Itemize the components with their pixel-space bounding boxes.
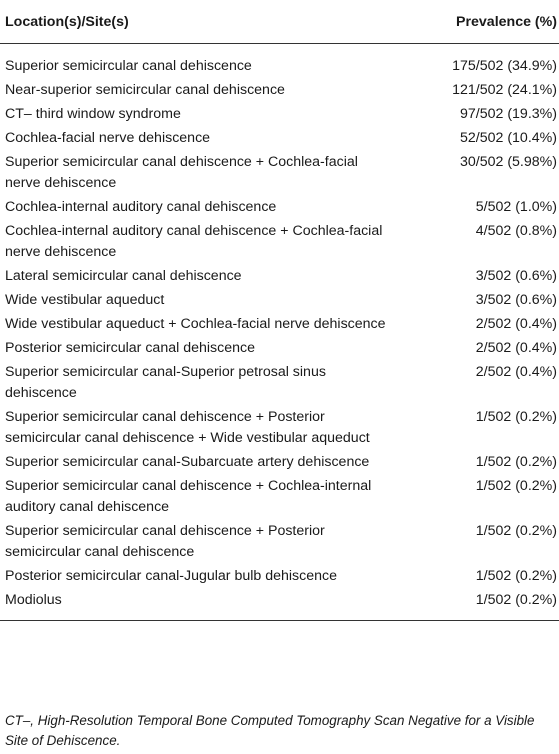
site-cell: Cochlea-internal auditory canal dehiscen… <box>5 223 383 260</box>
table-row: CT– third window syndrome 97/502 (19.3%) <box>0 104 559 128</box>
site-cell: Superior semicircular canal dehiscence +… <box>5 523 325 560</box>
site-cell: Superior semicircular canal dehiscence <box>5 58 252 74</box>
prevalence-cell: 1/502 (0.2%) <box>475 568 557 584</box>
prevalence-cell: 2/502 (0.4%) <box>475 316 557 332</box>
table-row: Cochlea-facial nerve dehiscence 52/502 (… <box>0 128 559 152</box>
site-cell: Cochlea-facial nerve dehiscence <box>5 130 211 146</box>
site-cell: Wide vestibular aqueduct <box>5 292 165 308</box>
header-site: Location(s)/Site(s) <box>0 8 400 44</box>
site-cell: Superior semicircular canal dehiscence +… <box>5 154 358 191</box>
table-row: Modiolus 1/502 (0.2%) <box>0 590 559 621</box>
site-cell: Posterior semicircular canal-Jugular bul… <box>5 568 337 584</box>
site-cell: Lateral semicircular canal dehiscence <box>5 268 242 284</box>
table-row: Wide vestibular aqueduct + Cochlea-facia… <box>0 314 559 338</box>
prevalence-cell: 4/502 (0.8%) <box>475 223 557 239</box>
table-row: Superior semicircular canal dehiscence +… <box>0 476 559 521</box>
table-row: Superior semicircular canal-Superior pet… <box>0 362 559 407</box>
table-row: Superior semicircular canal dehiscence +… <box>0 152 559 197</box>
table-row: Superior semicircular canal dehiscence 1… <box>0 44 559 81</box>
site-cell: Cochlea-internal auditory canal dehiscen… <box>5 199 277 215</box>
prevalence-cell: 3/502 (0.6%) <box>475 292 557 308</box>
prevalence-cell: 1/502 (0.2%) <box>400 590 559 621</box>
prevalence-cell: 52/502 (10.4%) <box>459 130 557 146</box>
table-row: Cochlea-internal auditory canal dehiscen… <box>0 221 559 266</box>
site-cell: Superior semicircular canal dehiscence +… <box>5 409 370 446</box>
prevalence-table: Location(s)/Site(s) Prevalence (%) Super… <box>0 8 559 621</box>
site-cell: Modiolus <box>0 590 400 621</box>
site-cell: Wide vestibular aqueduct + Cochlea-facia… <box>5 316 386 332</box>
table-row: Lateral semicircular canal dehiscence 3/… <box>0 266 559 290</box>
table-row: Posterior semicircular canal-Jugular bul… <box>0 566 559 590</box>
site-cell: Posterior semicircular canal dehiscence <box>5 340 255 356</box>
prevalence-cell: 175/502 (34.9%) <box>452 58 557 74</box>
header-row: Location(s)/Site(s) Prevalence (%) <box>0 8 559 44</box>
prevalence-cell: 97/502 (19.3%) <box>459 106 557 122</box>
prevalence-cell: 121/502 (24.1%) <box>452 82 557 98</box>
header-prevalence: Prevalence (%) <box>400 8 559 44</box>
site-cell: CT– third window syndrome <box>5 106 181 122</box>
site-cell: Superior semicircular canal-Subarcuate a… <box>5 454 370 470</box>
prevalence-cell: 1/502 (0.2%) <box>475 478 557 494</box>
prevalence-cell: 1/502 (0.2%) <box>475 409 557 425</box>
table-row: Near-superior semicircular canal dehisce… <box>0 80 559 104</box>
table-row: Posterior semicircular canal dehiscence … <box>0 338 559 362</box>
table-row: Cochlea-internal auditory canal dehiscen… <box>0 197 559 221</box>
table-footnote: CT–, High-Resolution Temporal Bone Compu… <box>5 713 535 748</box>
prevalence-cell: 5/502 (1.0%) <box>475 199 557 215</box>
prevalence-cell: 30/502 (5.98%) <box>459 154 557 170</box>
table-row: Superior semicircular canal dehiscence +… <box>0 521 559 566</box>
site-cell: Superior semicircular canal-Superior pet… <box>5 364 326 401</box>
site-cell: Near-superior semicircular canal dehisce… <box>5 82 285 98</box>
prevalence-cell: 1/502 (0.2%) <box>475 454 557 470</box>
table-row: Wide vestibular aqueduct 3/502 (0.6%) <box>0 290 559 314</box>
prevalence-cell: 1/502 (0.2%) <box>475 523 557 539</box>
prevalence-cell: 3/502 (0.6%) <box>475 268 557 284</box>
prevalence-cell: 2/502 (0.4%) <box>475 340 557 356</box>
table-row: Superior semicircular canal-Subarcuate a… <box>0 452 559 476</box>
table-row: Superior semicircular canal dehiscence +… <box>0 407 559 452</box>
prevalence-cell: 2/502 (0.4%) <box>475 364 557 380</box>
site-cell: Superior semicircular canal dehiscence +… <box>5 478 372 515</box>
